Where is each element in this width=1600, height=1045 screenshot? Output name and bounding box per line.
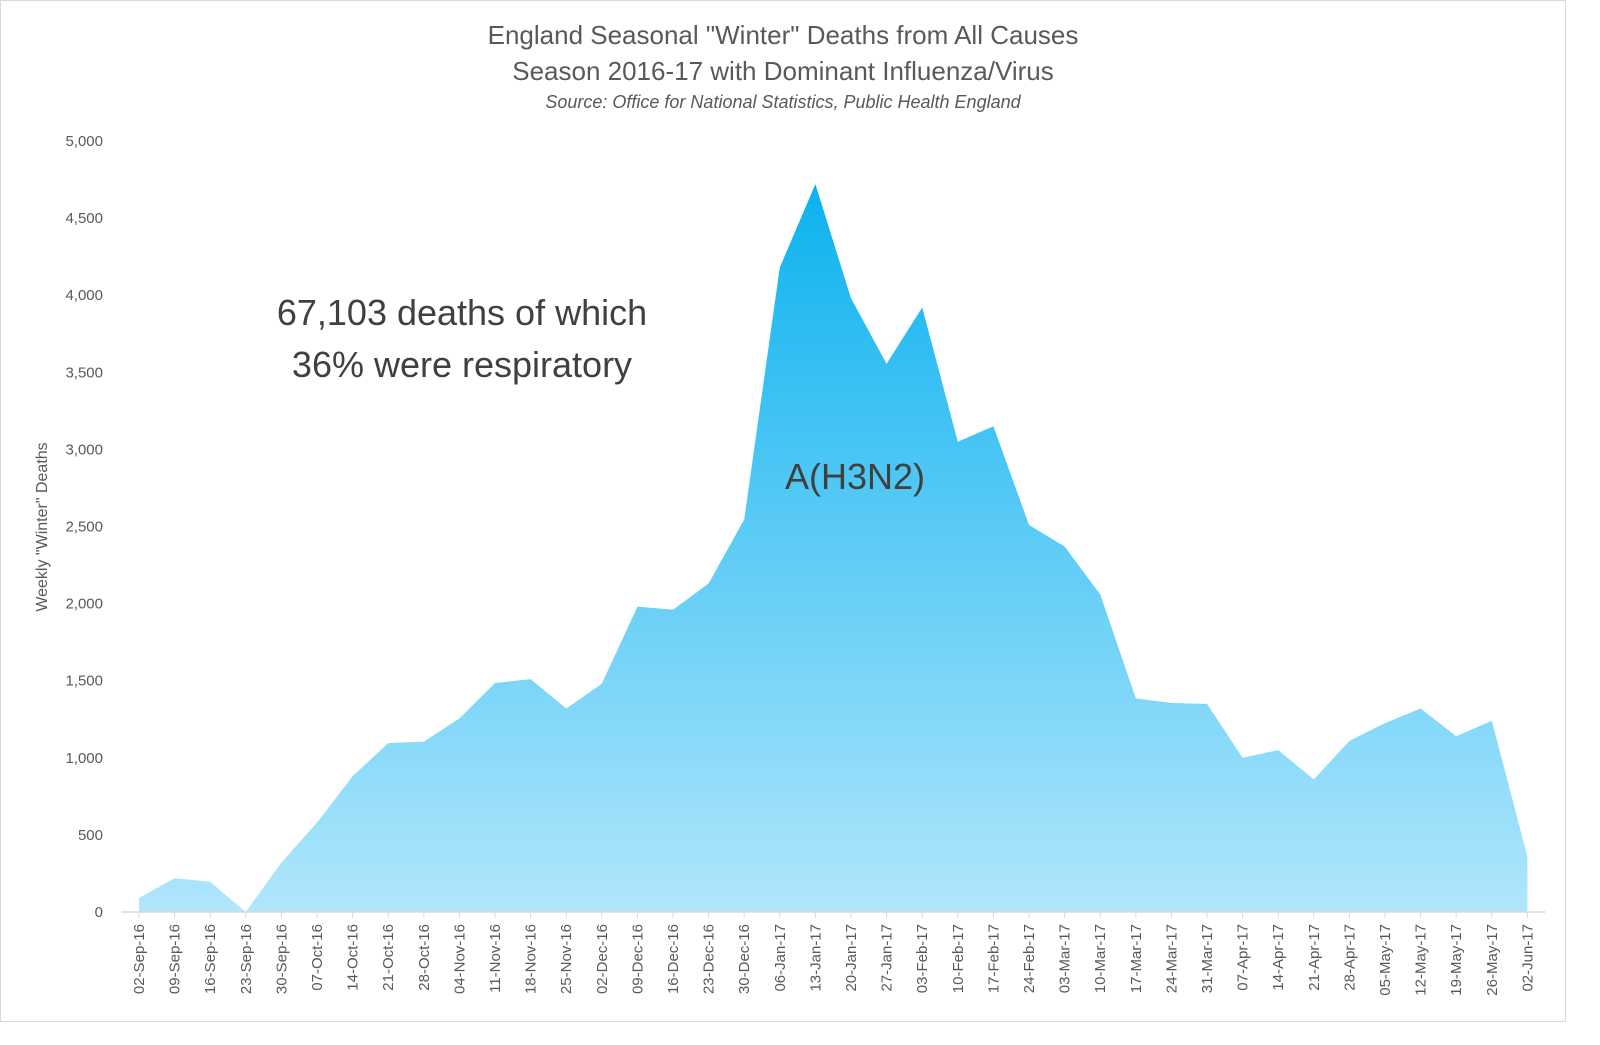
chart-subtitle: Season 2016-17 with Dominant Influenza/V… — [512, 56, 1054, 86]
y-tick-label: 500 — [78, 827, 103, 844]
x-tick-label: 23-Dec-16 — [701, 924, 718, 994]
x-tick-label: 21-Apr-17 — [1306, 924, 1323, 991]
x-axis-ticks: 02-Sep-16 09-Sep-16 16-Sep-16 23-Sep-16 30-S… — [131, 912, 1536, 996]
x-tick-label: 02-Sep-16 — [131, 924, 148, 994]
x-tick-label: 19-May-17 — [1448, 924, 1465, 996]
y-tick-label: 2,000 — [65, 596, 103, 613]
x-tick-label: 20-Jan-17 — [843, 924, 860, 992]
y-tick-label: 3,000 — [65, 441, 103, 458]
peak-annotation: A(H3N2) — [785, 456, 925, 497]
x-tick-label: 26-May-17 — [1484, 924, 1501, 996]
x-tick-label: 25-Nov-16 — [558, 924, 575, 994]
x-tick-label: 09-Sep-16 — [167, 924, 184, 994]
x-tick-label: 16-Sep-16 — [202, 924, 219, 994]
chart-title: England Seasonal "Winter" Deaths from Al… — [487, 20, 1079, 50]
x-tick-label: 06-Jan-17 — [772, 924, 789, 992]
x-tick-label: 16-Dec-16 — [665, 924, 682, 994]
x-tick-label: 07-Oct-16 — [309, 924, 326, 991]
x-tick-label: 28-Oct-16 — [416, 924, 433, 991]
x-tick-label: 02-Jun-17 — [1519, 924, 1536, 992]
y-axis-ticks: 0 500 1,000 1,500 2,000 2,500 3,000 3,500 4,000 4… — [65, 133, 103, 921]
x-tick-label: 14-Apr-17 — [1270, 924, 1287, 991]
x-tick-label: 09-Dec-16 — [629, 924, 646, 994]
area-series — [139, 184, 1528, 912]
x-tick-label: 18-Nov-16 — [523, 924, 540, 994]
x-tick-label: 04-Nov-16 — [451, 924, 468, 994]
x-tick-label: 03-Feb-17 — [914, 924, 931, 993]
x-tick-label: 30-Dec-16 — [736, 924, 753, 994]
x-tick-label: 30-Sep-16 — [273, 924, 290, 994]
y-tick-label: 3,500 — [65, 364, 103, 381]
x-tick-label: 02-Dec-16 — [594, 924, 611, 994]
y-tick-label: 1,500 — [65, 673, 103, 690]
x-tick-label: 13-Jan-17 — [807, 924, 824, 992]
y-tick-label: 4,500 — [65, 210, 103, 227]
y-tick-label: 4,000 — [65, 287, 103, 304]
x-tick-label: 10-Feb-17 — [950, 924, 967, 993]
x-tick-label: 31-Mar-17 — [1199, 924, 1216, 993]
x-tick-label: 17-Mar-17 — [1128, 924, 1145, 993]
y-axis-label: Weekly "Winter" Deaths — [34, 442, 51, 611]
y-tick-label: 2,500 — [65, 519, 103, 536]
y-tick-label: 0 — [95, 904, 103, 921]
x-tick-label: 21-Oct-16 — [380, 924, 397, 991]
x-tick-label: 11-Nov-16 — [487, 924, 504, 993]
x-tick-label: 23-Sep-16 — [238, 924, 255, 994]
x-tick-label: 27-Jan-17 — [879, 924, 896, 992]
x-tick-label: 17-Feb-17 — [985, 924, 1002, 993]
x-tick-label: 03-Mar-17 — [1057, 924, 1074, 993]
x-tick-label: 12-May-17 — [1413, 924, 1430, 996]
x-tick-label: 07-Apr-17 — [1235, 924, 1252, 991]
x-tick-label: 05-May-17 — [1377, 924, 1394, 996]
x-tick-label: 10-Mar-17 — [1092, 924, 1109, 993]
x-tick-label: 28-Apr-17 — [1341, 924, 1358, 991]
x-tick-label: 24-Mar-17 — [1163, 924, 1180, 993]
x-tick-label: 24-Feb-17 — [1021, 924, 1038, 993]
y-tick-label: 1,000 — [65, 750, 103, 767]
summary-annotation-line1: 67,103 deaths of which — [277, 292, 647, 333]
chart-source: Source: Office for National Statistics, … — [545, 92, 1021, 112]
summary-annotation-line2: 36% were respiratory — [292, 344, 632, 385]
x-tick-label: 14-Oct-16 — [345, 924, 362, 991]
y-tick-label: 5,000 — [65, 133, 103, 150]
